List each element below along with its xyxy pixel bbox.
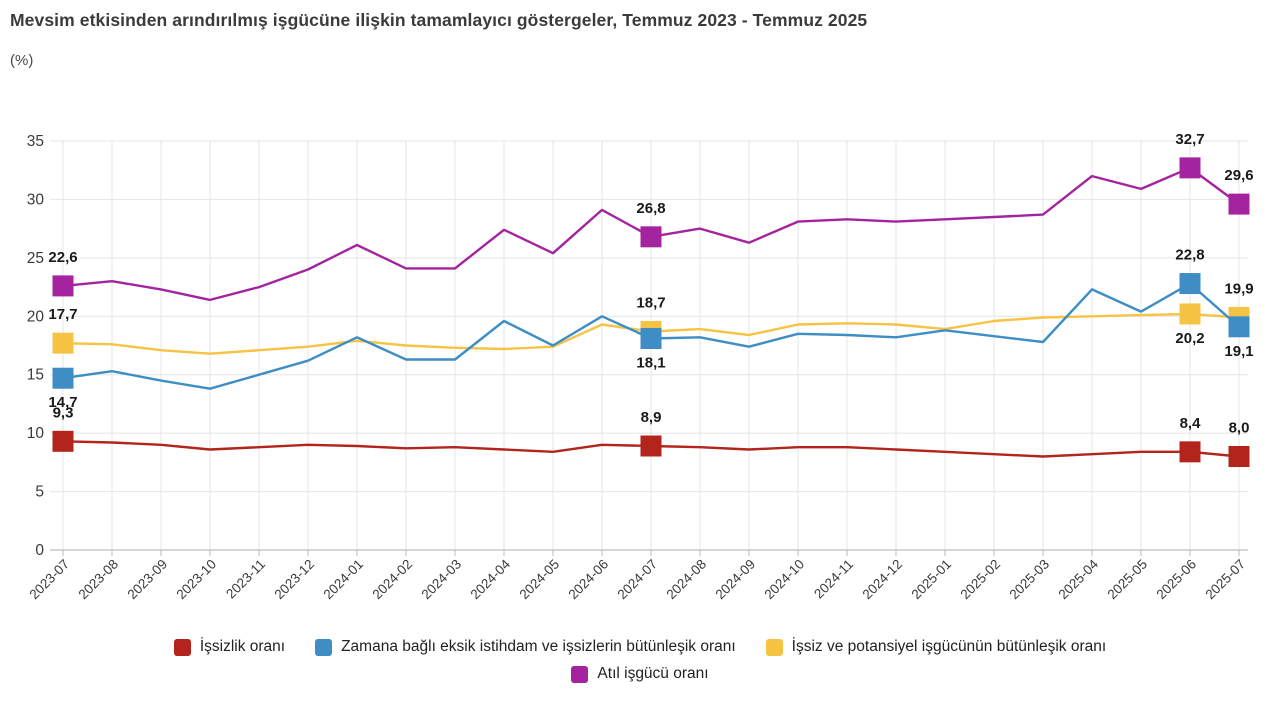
data-point-label: 22,8 [1175,247,1204,264]
chart-unit-label: (%) [10,52,34,69]
legend-swatch-icon [765,638,783,656]
x-axis-label: 2025-07 [1202,557,1248,603]
data-point-marker [52,430,74,452]
data-point-marker [640,435,662,457]
legend-row: Atıl işgücü oranı [571,665,709,683]
legend-item-1[interactable]: Zamana bağlı eksik istihdam ve işsizleri… [315,638,736,656]
y-axis-labels: 0 5 10 15 20 25 30 35 [27,133,45,559]
x-axis-label: 2023-11 [223,557,268,602]
x-axis-label: 2024-11 [811,557,856,602]
y-axis-label: 35 [27,133,44,150]
x-axis-label: 2024-06 [565,557,611,603]
chart-legend: İşsizlik oranı Zamana bağlı eksik istihda… [0,638,1280,683]
data-point-label: 29,6 [1224,167,1253,184]
data-point-marker [640,226,662,248]
x-axis-label: 2023-08 [75,557,121,603]
y-axis-label: 30 [27,191,45,208]
data-point-marker [52,367,74,389]
x-axis-label: 2024-05 [516,557,562,603]
legend-swatch-icon [315,638,333,656]
data-point-label: 32,7 [1175,131,1204,148]
y-axis-label: 5 [35,484,44,501]
x-axis-label: 2023-09 [124,557,170,603]
legend-swatch-icon [173,638,191,656]
chart-title: Mevsim etkisinden arındırılmış işgücüne … [10,10,868,30]
legend-item-3[interactable]: Atıl işgücü oranı [571,665,709,683]
data-point-marker [52,332,74,354]
x-axis-label: 2024-01 [320,557,366,603]
x-axis-label: 2025-02 [957,557,1003,603]
y-axis-label: 10 [27,425,45,442]
data-point-label: 8,0 [1229,420,1250,437]
data-point-label: 18,7 [636,294,665,311]
data-point-label: 20,2 [1175,330,1204,347]
data-point-label: 17,7 [48,306,77,323]
x-axis-label: 2023-10 [173,557,219,603]
legend-item-2[interactable]: İşsiz ve potansiyel işgücünün bütünleşik… [765,638,1107,656]
data-point-label: 18,1 [636,354,665,371]
data-point-label: 9,3 [53,404,74,421]
legend-label: İşsizlik oranı [199,638,286,655]
data-point-marker [640,327,662,349]
x-axis-label: 2025-06 [1153,557,1199,603]
x-axis-label: 2025-05 [1104,557,1150,603]
data-point-marker [1179,157,1201,179]
data-point-marker [1179,273,1201,295]
x-axis-label: 2024-04 [467,556,513,602]
y-axis-label: 0 [35,542,44,559]
y-axis-label: 25 [27,250,44,267]
data-point-label: 19,1 [1224,343,1253,360]
data-point-label: 8,9 [641,409,662,426]
data-point-label: 14,7 [48,394,77,411]
data-point-label: 19,9 [1224,280,1253,297]
legend-label: Atıl işgücü oranı [597,665,709,682]
data-point-marker [1228,446,1250,468]
data-point-marker [1179,441,1201,463]
x-axis-label: 2025-01 [908,557,954,603]
data-point-label: 8,4 [1180,415,1202,432]
legend-row: İşsizlik oranı Zamana bağlı eksik istihda… [173,638,1107,656]
x-axis-label: 2024-12 [859,557,905,603]
data-point-marker [1228,316,1250,338]
x-axis-label: 2024-08 [663,557,709,603]
data-point-marker [1228,193,1250,215]
x-axis-label: 2023-07 [26,557,72,603]
x-axis-label: 2023-12 [271,557,317,603]
x-axis [50,549,1248,556]
data-point-label: 22,6 [48,249,77,266]
x-axis-label: 2025-04 [1055,556,1101,602]
legend-swatch-icon [571,665,589,683]
legend-label: Zamana bağlı eksik istihdam ve işsizleri… [341,638,736,655]
legend-item-0[interactable]: İşsizlik oranı [173,638,286,656]
y-axis-label: 20 [27,308,45,325]
x-axis-label: 2024-07 [614,557,660,603]
x-axis-label: 2024-02 [369,557,415,603]
y-gridlines [50,140,1248,493]
x-axis-labels: 2023-07 2023-08 2023-09 2023-10 2023-11 2023-… [26,556,1248,602]
data-point-markers: 9,3 8,9 8,4 8,0 17,7 18,7 20,2 19,9 14,7 18,1 22,8… [48,131,1254,468]
x-axis-label: 2025-03 [1006,557,1052,603]
x-axis-label: 2024-03 [418,557,464,603]
y-axis-label: 15 [27,367,44,384]
data-point-marker [1179,303,1201,325]
x-axis-label: 2024-10 [761,557,807,603]
data-point-label: 26,8 [636,200,665,217]
x-axis-label: 2024-09 [712,557,758,603]
legend-label: İşsiz ve potansiyel işgücünün bütünleşik… [791,638,1107,655]
data-point-marker [52,275,74,297]
